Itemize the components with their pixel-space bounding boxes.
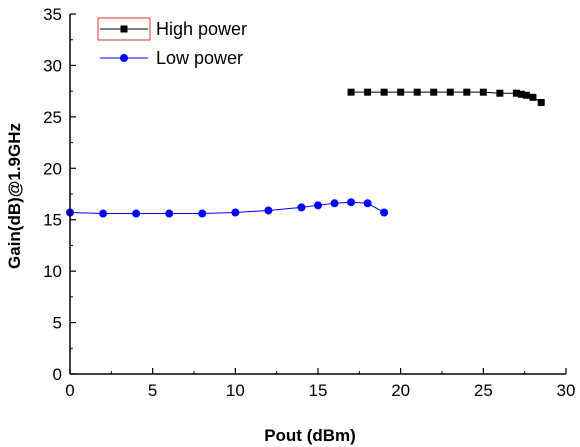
y-axis-title: Gain(dB)@1.9GHz (5, 123, 24, 269)
plot-area (66, 88, 545, 218)
x-tick-label: 15 (309, 381, 328, 400)
legend-marker-high-power (120, 25, 128, 33)
data-point-low-power (314, 201, 322, 210)
data-point-low-power (380, 208, 389, 217)
series-line-high-power (351, 91, 542, 103)
y-tick-label: 10 (43, 262, 62, 281)
data-point-low-power (347, 198, 356, 207)
data-point-low-power (264, 206, 273, 215)
y-tick-label: 30 (43, 56, 62, 75)
axes: 0 5 10 15 20 25 30 0 5 10 15 20 25 30 35 (43, 5, 575, 400)
data-point-high-power (347, 88, 355, 96)
y-tick-label: 0 (53, 365, 62, 384)
y-tick-label: 25 (43, 108, 62, 127)
data-point-high-power (522, 91, 530, 99)
data-point-high-power (430, 88, 438, 96)
data-point-high-power (413, 88, 421, 96)
data-point-low-power (363, 199, 372, 208)
legend-label-low-power: Low power (156, 48, 243, 68)
data-point-low-power (231, 208, 240, 217)
legend-label-high-power: High power (156, 19, 247, 39)
data-point-low-power (330, 199, 339, 208)
data-point-low-power (165, 209, 174, 218)
y-tick-label: 35 (43, 5, 62, 24)
data-point-high-power (496, 89, 504, 97)
data-point-low-power (198, 209, 207, 218)
x-tick-label: 0 (65, 381, 74, 400)
data-point-high-power (517, 90, 525, 98)
legend: High power Low power (97, 17, 247, 68)
data-point-high-power (463, 88, 471, 96)
legend-highlight-box (97, 17, 151, 41)
data-point-high-power (529, 93, 537, 101)
y-tick-label: 15 (43, 211, 62, 230)
data-point-high-power (512, 89, 520, 97)
x-tick-label: 20 (391, 381, 410, 400)
x-tick-label: 30 (557, 381, 576, 400)
x-axis-title: Pout (dBm) (264, 426, 356, 445)
x-tick-label: 10 (226, 381, 245, 400)
data-point-high-power (537, 98, 545, 106)
data-point-high-power (397, 88, 405, 96)
data-point-low-power (297, 203, 306, 212)
data-point-high-power (446, 88, 454, 96)
y-tick-label: 5 (53, 314, 62, 333)
legend-marker-low-power (120, 54, 128, 62)
x-tick-label: 5 (148, 381, 157, 400)
data-point-low-power (132, 209, 141, 218)
data-point-high-power (479, 88, 487, 96)
x-tick-label: 25 (474, 381, 493, 400)
data-point-high-power (380, 88, 388, 96)
data-point-low-power (99, 209, 108, 218)
y-tick-label: 20 (43, 159, 62, 178)
data-point-high-power (364, 88, 372, 96)
